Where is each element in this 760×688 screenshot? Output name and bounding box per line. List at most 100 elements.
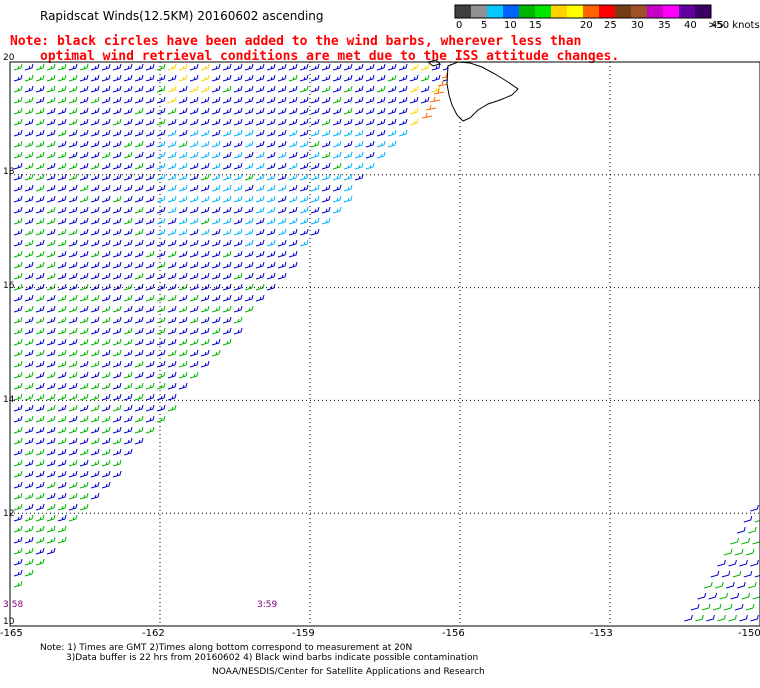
wind-barb [13,217,23,225]
wind-barb [178,327,188,335]
wind-barb [57,261,67,269]
wind-barb [35,63,45,71]
wind-barb [145,96,155,104]
wind-barb [167,393,177,401]
wind-barb [750,559,759,567]
wind-barb [741,592,751,600]
wind-barb [310,217,320,225]
wind-barb [178,140,188,148]
wind-barb [112,459,122,467]
wind-barb [35,371,45,379]
wind-barb [189,338,199,346]
wind-barb [13,305,23,313]
wind-barb [90,272,100,280]
legend-label: 10 [504,20,517,31]
wind-barb [189,151,199,159]
wind-barb [90,448,100,456]
wind-barb [134,217,144,225]
wind-barb [266,63,276,71]
wind-barb [156,305,166,313]
wind-barb [211,107,221,115]
wind-barb [310,140,320,148]
wind-barb [79,470,89,478]
wind-barb [167,272,177,280]
wind-barb [24,228,34,236]
time-label-0358: 3:58 [3,600,24,610]
wind-barb [35,140,45,148]
wind-barb [35,151,45,159]
wind-barb [46,195,56,203]
wind-barb [365,85,375,93]
wind-barb [13,481,23,489]
wind-barb [145,349,155,357]
wind-barb [189,228,199,236]
wind-barb [255,96,265,104]
wind-barb [123,239,133,247]
wind-barb [123,426,133,434]
wind-barb [365,118,375,126]
wind-barb [68,129,78,137]
wind-barb [112,404,122,412]
wind-barb [24,459,34,467]
wind-barb [46,459,56,467]
wind-barb [145,294,155,302]
wind-barb [68,305,78,313]
wind-barb [57,283,67,291]
wind-barb [123,393,133,401]
wind-barb [244,173,254,181]
wind-barb [79,195,89,203]
wind-barb [57,228,67,236]
wind-barb [101,96,111,104]
wind-barb [178,74,188,82]
wind-barb [90,261,100,269]
wind-barb [35,85,45,93]
wind-barb [35,338,45,346]
lon-label--150: -150 [738,628,760,639]
wind-barb [321,74,331,82]
wind-barb [343,184,353,192]
wind-barb [266,283,276,291]
wind-barb [299,162,309,170]
wind-barb [387,96,397,104]
wind-barb [123,404,133,412]
wind-barb [79,250,89,258]
wind-barb [123,206,133,214]
lon-label--153: -153 [590,628,613,639]
wind-barb [13,360,23,368]
wind-barb [79,426,89,434]
wind-barb [90,305,100,313]
wind-barb [178,382,188,390]
wind-barb [189,316,199,324]
wind-barb [13,283,23,291]
wind-barb [90,184,100,192]
wind-barb [68,195,78,203]
wind-barb [134,382,144,390]
wind-barb [244,184,254,192]
wind-barb [112,283,122,291]
wind-barb [90,327,100,335]
wind-barb [46,228,56,236]
wind-barb [288,195,298,203]
wind-barb [68,437,78,445]
wind-barb [431,74,441,82]
wind-barb [244,272,254,280]
wind-barb [112,470,122,478]
wind-barb [46,448,56,456]
wind-barb [211,228,221,236]
wind-barb [721,570,731,578]
wind-barb [145,228,155,236]
wind-barb [79,63,89,71]
wind-barb [244,74,254,82]
wind-barb [167,107,177,115]
wind-barb [266,250,276,258]
wind-barb [57,415,67,423]
wind-barb [277,151,287,159]
wind-barb [717,559,726,567]
wind-barb [79,338,89,346]
wind-barb [79,481,89,489]
wind-barb [156,118,166,126]
wind-barb [321,85,331,93]
wind-barb [255,206,265,214]
wind-barb [24,437,34,445]
wind-barb [24,140,34,148]
